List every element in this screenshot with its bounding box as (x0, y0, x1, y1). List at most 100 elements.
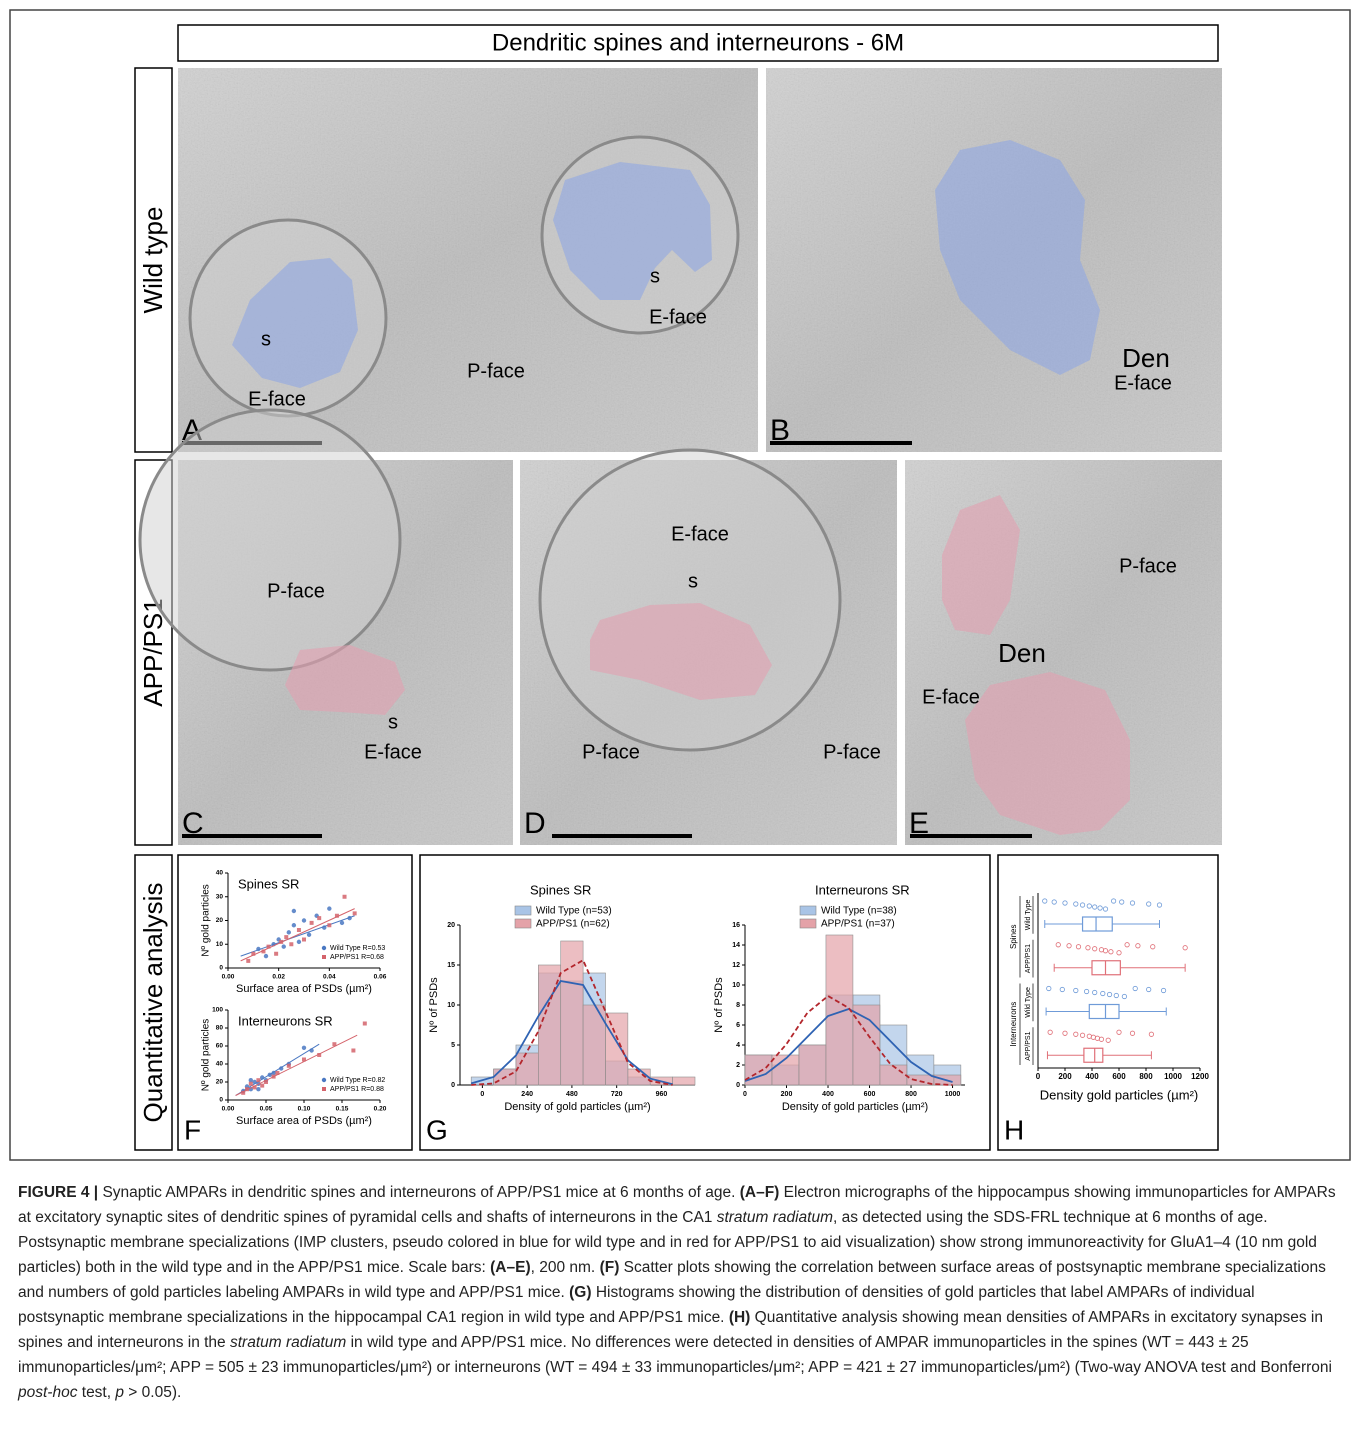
point (1121, 993, 1128, 1000)
point (267, 1072, 272, 1078)
point (246, 958, 251, 963)
point (1150, 944, 1156, 950)
point (252, 1085, 257, 1090)
point (1075, 944, 1082, 950)
box (1083, 1047, 1104, 1063)
point (1055, 942, 1061, 948)
x-tick-label: 0.02 (272, 974, 285, 981)
legend-label: APP/PS1 R=0.68 (330, 954, 384, 961)
point (1098, 1036, 1105, 1042)
panel-box (997, 854, 1219, 1151)
point (306, 932, 312, 937)
x-tick-label: 0 (1036, 1072, 1041, 1081)
row-label-box (134, 854, 173, 1151)
x-tick-label: 0 (480, 1091, 484, 1098)
psd-cluster (942, 495, 1020, 635)
panel-annotation: P-face (823, 741, 881, 763)
panel-annotation: P-face (1119, 555, 1177, 577)
box (1091, 960, 1121, 976)
y-axis-label: Nº gold particles (201, 1019, 212, 1092)
point (256, 1087, 261, 1092)
histogram-bar (515, 1052, 539, 1086)
point (284, 935, 289, 940)
point (286, 1063, 291, 1068)
caption-text: FIGURE 4 | (18, 1184, 103, 1201)
y-tick-label: 15 (447, 962, 455, 969)
y-tick-label: 10 (216, 941, 224, 948)
category-label: APP/PS1 (1025, 944, 1032, 973)
caption-text: Histograms showing the distribution of d… (18, 1284, 1255, 1326)
histogram-bar (672, 1076, 696, 1086)
x-tick-label: 600 (1112, 1072, 1126, 1081)
point (1073, 901, 1079, 907)
caption-text: Quantitative analysis showing mean densi… (18, 1309, 1323, 1351)
point (1156, 902, 1163, 908)
point (1097, 905, 1103, 911)
panel-annotation: s (388, 711, 398, 733)
point (260, 1075, 265, 1080)
psd-cluster (553, 162, 712, 300)
point (1182, 945, 1188, 951)
point (1062, 900, 1068, 906)
x-tick-label: 800 (1139, 1072, 1153, 1081)
micrograph-panel: E-face s P-face P-face D (520, 448, 897, 845)
point (291, 923, 297, 928)
x-tick-label: 0.15 (336, 1106, 349, 1113)
point (1146, 986, 1152, 993)
legend-label: Wild Type R=0.82 (330, 1077, 385, 1084)
y-tick-label: 10 (732, 982, 740, 989)
x-tick-label: 1000 (945, 1091, 961, 1098)
point (1132, 985, 1138, 992)
y-tick-label: 2 (736, 1062, 740, 1069)
point (1160, 987, 1167, 994)
point (286, 930, 291, 935)
caption-text: Scatter plots showing the correlation be… (18, 1259, 1326, 1301)
caption-text: p (115, 1384, 124, 1401)
chart-title: Spines SR (238, 876, 299, 891)
y-tick-label: 12 (732, 962, 740, 969)
psd-cluster (232, 258, 358, 388)
point (1146, 901, 1152, 907)
panel-annotation: E-face (649, 306, 707, 328)
point (1129, 900, 1136, 906)
point (347, 915, 352, 921)
point (264, 1080, 268, 1084)
psd-cluster (590, 603, 772, 700)
row-label: Wild type (138, 207, 168, 314)
point (1106, 991, 1113, 998)
point (1062, 1030, 1068, 1036)
x-tick-label: 960 (656, 1091, 668, 1098)
point (296, 939, 302, 945)
point (274, 951, 279, 956)
row-label: Quantitative analysis (138, 883, 168, 1123)
point (1085, 945, 1091, 951)
point (322, 925, 327, 930)
x-tick-label: 0.04 (323, 974, 336, 981)
point (266, 944, 271, 949)
point (309, 920, 314, 925)
caption-text: in wild type and APP/PS1 mice. No differ… (18, 1334, 1332, 1376)
legend-label: APP/PS1 (n=62) (536, 919, 610, 930)
panel-letter: F (184, 1114, 201, 1145)
fit-curve (471, 958, 673, 1086)
y-tick-label: 4 (736, 1042, 740, 1049)
y-tick-label: 16 (732, 922, 740, 929)
point (1079, 1032, 1086, 1038)
box (1081, 916, 1113, 932)
legend-swatch (799, 905, 817, 916)
x-tick-label: 400 (1085, 1072, 1099, 1081)
point (1108, 949, 1114, 955)
legend-marker (322, 1087, 326, 1091)
point (291, 908, 297, 914)
row-label-box (134, 67, 173, 453)
point (1113, 992, 1119, 999)
membrane-outline (538, 448, 842, 752)
psd-cluster (935, 140, 1100, 375)
point (256, 946, 261, 952)
point (1124, 942, 1130, 948)
point (260, 1083, 265, 1088)
histogram-bar (879, 1064, 908, 1086)
point (248, 1078, 253, 1083)
